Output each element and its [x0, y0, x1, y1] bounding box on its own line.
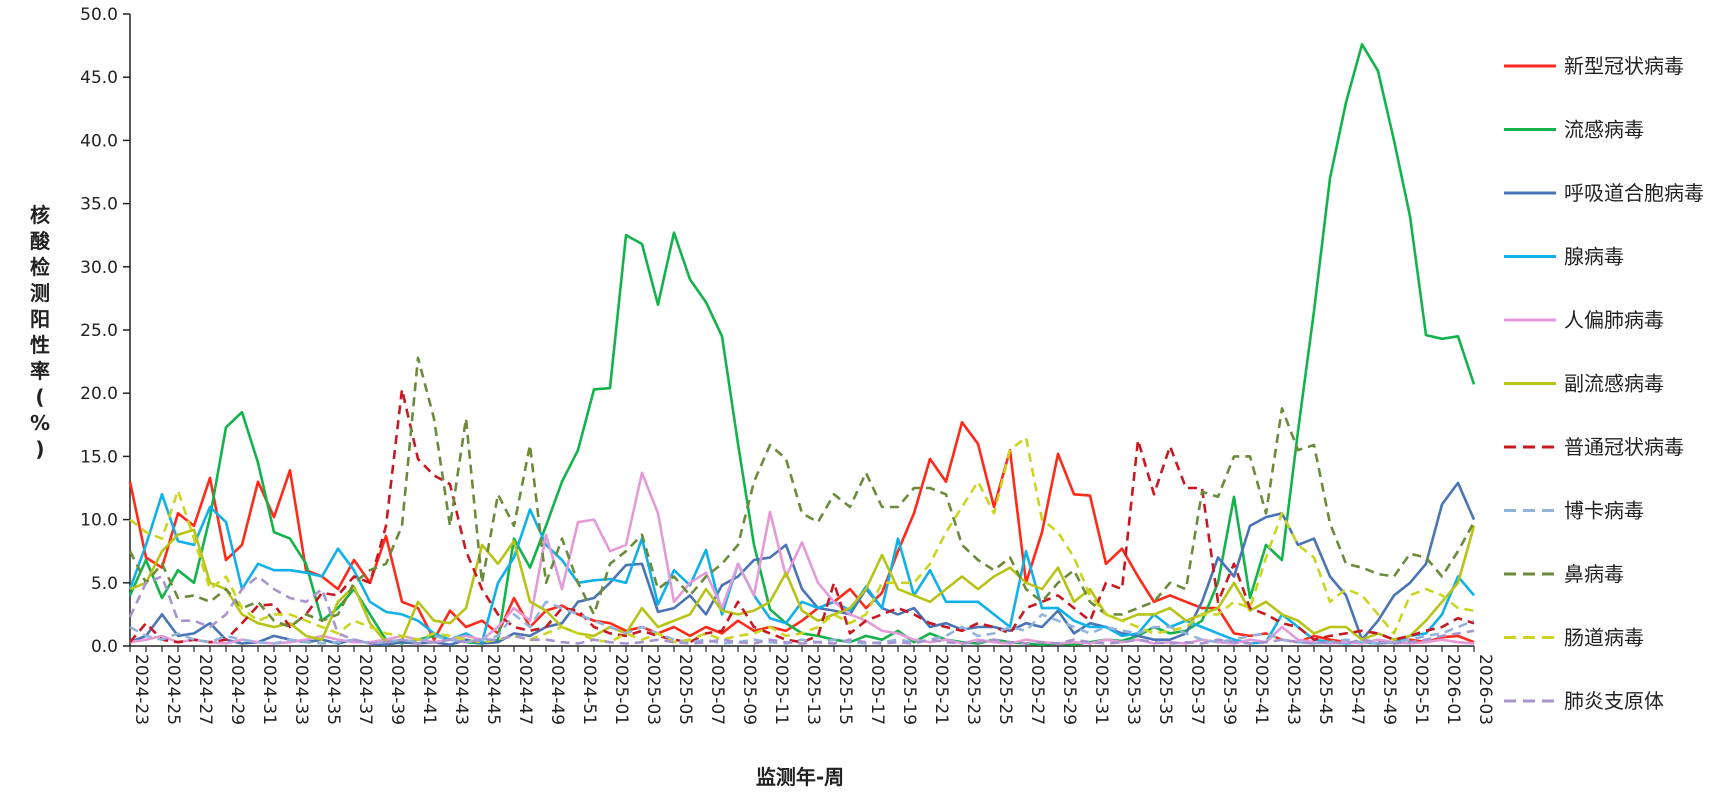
y-tick-label: 0.0 [91, 637, 118, 657]
x-tick-label: 2025-47 [1347, 654, 1367, 725]
y-tick-label: 25.0 [80, 321, 118, 341]
x-tick-label: 2026-03 [1475, 654, 1495, 725]
x-tick-label: 2025-09 [739, 654, 759, 725]
legend-label-1: 流感病毒 [1564, 118, 1644, 142]
x-tick-label: 2025-43 [1283, 654, 1303, 725]
x-tick-label: 2025-27 [1027, 654, 1047, 725]
x-tick-label: 2025-19 [899, 654, 919, 725]
x-tick-label: 2025-51 [1411, 654, 1431, 725]
legend-label-10: 肺炎支原体 [1564, 689, 1664, 713]
x-tick-label: 2024-45 [483, 654, 503, 725]
x-tick-label: 2025-31 [1091, 654, 1111, 725]
x-tick-label: 2025-41 [1251, 654, 1271, 725]
x-tick-label: 2024-31 [259, 654, 279, 725]
legend-label-8: 鼻病毒 [1564, 562, 1624, 586]
legend: 新型冠状病毒流感病毒呼吸道合胞病毒腺病毒人偏肺病毒副流感病毒普通冠状病毒博卡病毒… [1504, 54, 1704, 713]
x-tick-label: 2025-39 [1219, 654, 1239, 725]
legend-label-6: 普通冠状病毒 [1564, 435, 1684, 459]
y-axis-title: 核酸检测阳性率(%) [30, 203, 51, 461]
x-tick-label: 2025-29 [1059, 654, 1079, 725]
legend-label-5: 副流感病毒 [1564, 372, 1664, 396]
legend-label-0: 新型冠状病毒 [1564, 54, 1684, 78]
plot-area [128, 42, 1476, 647]
series-line-6 [129, 388, 1475, 644]
x-tick-label: 2024-37 [355, 654, 375, 725]
legend-label-9: 肠道病毒 [1564, 626, 1644, 650]
series-line-4 [129, 471, 1475, 645]
series-line-1 [128, 42, 1476, 647]
x-tick-label: 2024-35 [323, 654, 343, 725]
series-line-0 [128, 420, 1475, 645]
x-tick-label: 2025-21 [931, 654, 951, 725]
x-tick-label: 2025-23 [963, 654, 983, 725]
x-tick-label: 2025-17 [867, 654, 887, 725]
x-tick-label: 2024-25 [163, 654, 183, 725]
y-tick-label: 30.0 [80, 258, 118, 278]
x-tick-label: 2025-03 [643, 654, 663, 725]
x-tick-label: 2024-51 [579, 654, 599, 725]
series-line-8 [128, 356, 1476, 629]
x-tick-label: 2025-05 [675, 654, 695, 725]
x-tick-label: 2024-49 [547, 654, 567, 725]
y-tick-label: 15.0 [80, 447, 118, 467]
series-line-5 [129, 525, 1476, 644]
y-axis: 0.0 5.0 10.0 15.0 20.0 25.0 30.0 35.0 40.0 45.0 50… [80, 5, 131, 657]
x-tick-label: 2024-43 [451, 654, 471, 725]
y-tick-label: 20.0 [80, 384, 118, 404]
x-tick-label: 2025-49 [1379, 654, 1399, 725]
x-tick-label: 2024-33 [291, 654, 311, 725]
y-tick-label: 40.0 [80, 131, 118, 151]
y-tick-label: 45.0 [80, 68, 118, 88]
x-tick-label: 2024-47 [515, 654, 535, 725]
x-tick-label: 2024-39 [387, 654, 407, 725]
x-tick-label: 2025-33 [1123, 654, 1143, 725]
y-tick-label: 5.0 [91, 574, 118, 594]
y-tick-label: 35.0 [80, 195, 118, 215]
x-axis-title: 监测年-周 [756, 765, 844, 789]
x-tick-label: 2025-25 [995, 654, 1015, 725]
x-tick-label: 2024-23 [131, 654, 151, 725]
y-tick-label: 50.0 [80, 5, 118, 25]
legend-label-4: 人偏肺病毒 [1564, 308, 1664, 332]
x-tick-label: 2024-27 [195, 654, 215, 725]
legend-label-7: 博卡病毒 [1564, 499, 1644, 523]
x-tick-label: 2025-01 [611, 654, 631, 725]
x-tick-label: 2025-15 [835, 654, 855, 725]
legend-label-2: 呼吸道合胞病毒 [1564, 181, 1704, 205]
series-line-9 [129, 436, 1475, 644]
y-tick-label: 10.0 [80, 511, 118, 531]
x-tick-label: 2025-37 [1187, 654, 1207, 725]
x-tick-label: 2025-11 [771, 654, 791, 725]
x-tick-label: 2025-45 [1315, 654, 1335, 725]
x-tick-label: 2026-01 [1443, 654, 1463, 725]
x-tick-label: 2025-35 [1155, 654, 1175, 725]
x-tick-label: 2024-41 [419, 654, 439, 725]
x-tick-label: 2025-07 [707, 654, 727, 725]
x-tick-label: 2025-13 [803, 654, 823, 725]
legend-label-3: 腺病毒 [1564, 245, 1624, 269]
series-line-10 [128, 575, 1475, 645]
x-axis: 2024-23 2024-25 2024-27 2024-29 2024-31 2024-… [129, 645, 1495, 725]
y-axis-title-text: 核酸检测阳性率(%) [30, 203, 51, 461]
x-tick-label: 2024-29 [227, 654, 247, 725]
